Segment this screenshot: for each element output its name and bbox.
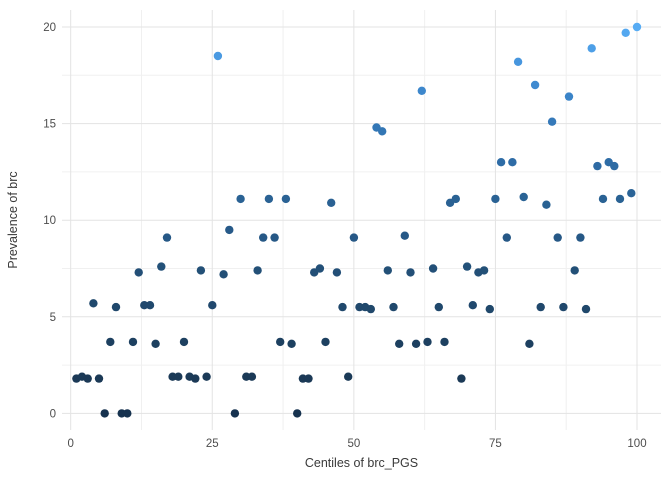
data-point [615,194,625,204]
data-point [457,374,466,383]
x-tick-label: 100 [627,438,646,450]
data-point [236,194,245,204]
x-tick-label: 50 [347,438,360,450]
data-point [327,198,336,207]
data-point [264,194,274,204]
x-tick-label: 25 [206,438,219,450]
data-point [196,266,206,275]
data-point [94,374,104,383]
data-point [462,262,472,271]
data-point [593,161,602,171]
data-point [259,233,268,242]
data-point [434,302,443,312]
data-point [547,117,557,126]
data-point [366,304,375,314]
data-point [213,51,223,61]
data-point [485,304,494,314]
data-point [179,337,189,347]
data-point [627,189,636,198]
x-tick-label: 0 [67,438,73,450]
data-point [276,337,285,347]
data-point [128,337,138,347]
data-point [111,302,121,312]
data-point [621,28,630,37]
data-point [230,409,240,418]
data-point [225,225,234,235]
data-point [468,301,477,310]
data-point [395,339,404,348]
data-point [564,92,574,101]
data-point [378,127,387,136]
data-point [321,337,330,347]
data-point [134,268,143,277]
data-point [106,337,115,347]
data-point [191,374,200,383]
data-point [123,409,132,418]
y-tick-label: 0 [50,408,56,420]
data-point [570,266,579,275]
data-point [553,233,562,242]
data-point [349,233,359,242]
data-point [508,158,517,167]
data-point [610,161,619,171]
data-point [332,268,342,277]
data-point [496,158,506,167]
data-point [411,339,421,348]
data-point [491,194,500,204]
data-point [417,86,426,96]
data-point [253,266,262,275]
data-point [338,302,347,312]
data-point [559,302,568,312]
data-point [151,339,160,348]
data-point [304,374,313,383]
y-tick-label: 15 [43,119,56,131]
data-point [525,339,534,348]
data-point [83,374,92,383]
data-point [89,299,98,308]
data-point [479,266,489,275]
data-point [406,268,415,277]
data-point [270,233,279,242]
data-point [281,194,291,204]
data-point [157,262,166,271]
data-point [451,194,460,204]
x-axis-title: Centiles of brc_PGS [304,456,419,470]
data-point [519,192,528,202]
data-point [542,200,551,209]
data-point [162,233,172,242]
data-point [389,302,398,312]
data-point [383,266,392,275]
data-point [576,233,585,242]
x-tick-label: 75 [489,438,502,450]
data-point [598,194,608,204]
data-point [440,337,449,347]
data-point [400,231,409,240]
data-point [293,409,302,418]
data-point [530,80,540,90]
data-point [502,233,511,242]
data-point [632,22,642,32]
data-point [100,409,109,418]
data-point [208,301,217,310]
data-point [344,372,353,381]
data-point [536,302,545,312]
data-point [145,301,155,310]
data-point [581,304,591,314]
y-axis-title: Prevalence of brc [6,171,20,269]
data-point [587,44,596,53]
data-point [423,337,432,347]
data-point [247,372,257,381]
data-point [428,264,438,273]
y-tick-label: 10 [43,215,56,227]
data-point [174,372,183,381]
data-point [202,372,211,381]
data-point [315,264,325,273]
data-point [287,339,296,348]
data-point [219,270,228,279]
y-tick-label: 20 [43,22,56,34]
y-tick-label: 5 [50,312,56,324]
data-point [513,57,523,66]
